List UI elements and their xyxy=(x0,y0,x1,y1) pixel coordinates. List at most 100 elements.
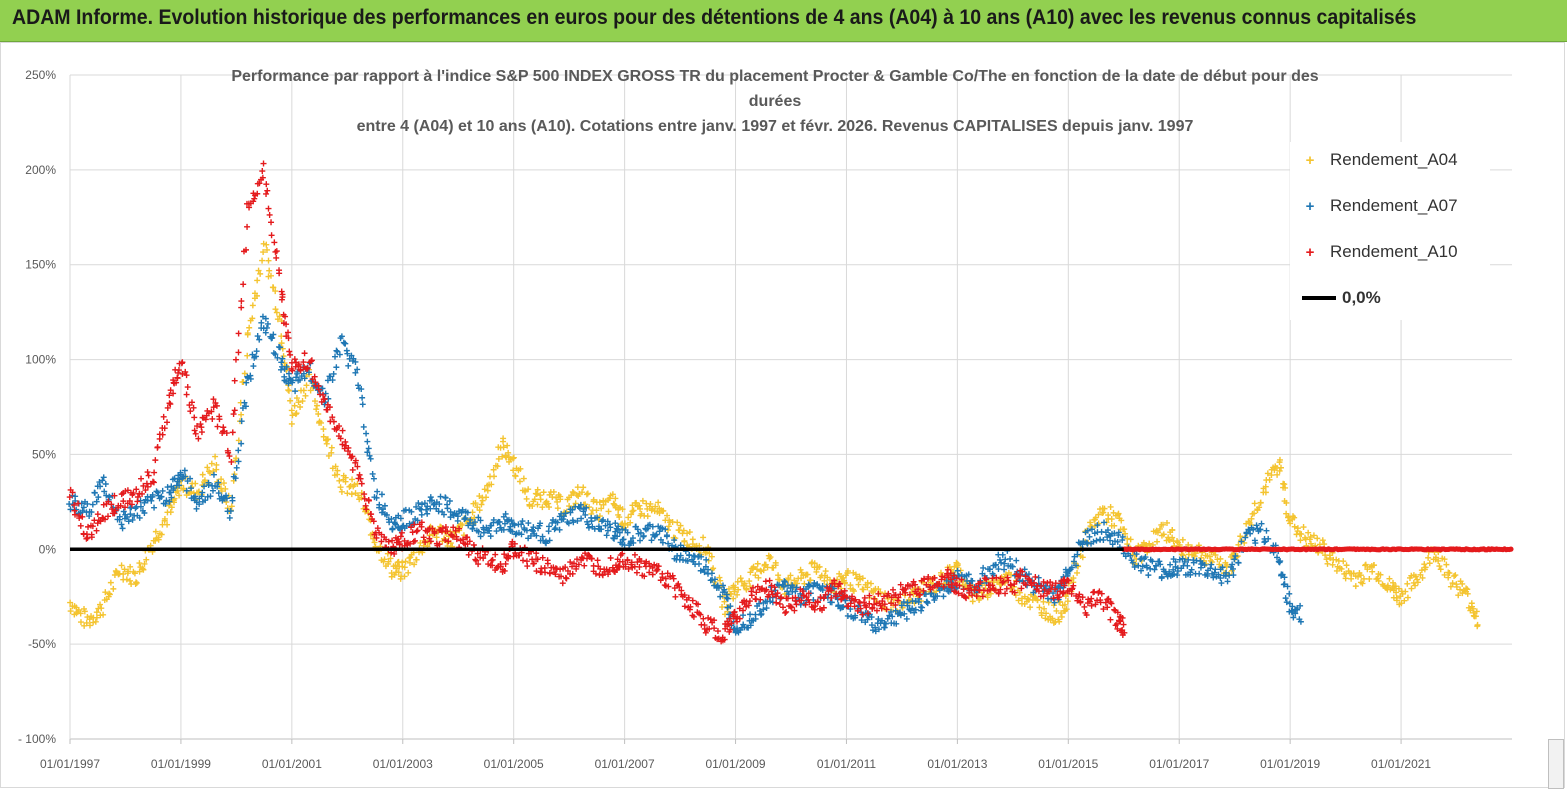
data-point xyxy=(486,527,493,534)
data-point xyxy=(137,497,144,504)
data-point xyxy=(760,567,767,574)
data-point xyxy=(1253,522,1260,529)
data-point xyxy=(278,340,285,347)
data-point xyxy=(530,560,537,567)
data-point xyxy=(665,527,672,534)
data-point xyxy=(1472,613,1479,620)
data-point xyxy=(546,570,553,577)
data-point xyxy=(232,475,239,482)
data-point xyxy=(173,379,180,386)
y-tick-label: - 100% xyxy=(18,732,56,746)
data-point xyxy=(724,595,731,602)
data-point xyxy=(282,313,289,320)
data-point xyxy=(772,562,779,569)
data-point xyxy=(1208,561,1215,568)
data-point xyxy=(762,578,769,585)
data-point xyxy=(603,532,610,539)
data-point xyxy=(705,566,712,573)
data-point xyxy=(1056,594,1063,601)
data-point xyxy=(1007,555,1014,562)
data-point xyxy=(269,284,276,291)
data-point xyxy=(1059,590,1066,597)
data-point xyxy=(1154,538,1161,545)
data-point xyxy=(1061,601,1068,608)
data-point xyxy=(102,480,109,487)
data-point xyxy=(259,257,266,264)
data-point xyxy=(525,486,532,493)
data-point xyxy=(405,569,412,576)
data-point xyxy=(883,606,890,613)
data-point xyxy=(487,533,494,540)
data-point xyxy=(976,595,983,602)
data-point xyxy=(730,595,737,602)
data-point xyxy=(349,466,356,473)
data-point xyxy=(1145,572,1152,579)
data-point xyxy=(192,480,199,487)
data-point xyxy=(396,541,403,548)
data-point xyxy=(1040,592,1047,599)
data-point xyxy=(875,616,882,623)
data-point xyxy=(67,599,74,606)
data-point xyxy=(562,564,569,571)
data-point xyxy=(243,379,250,386)
data-point xyxy=(1127,552,1134,559)
data-point xyxy=(473,557,480,564)
chart-title-line-2: durées xyxy=(748,93,802,110)
data-point xyxy=(1256,504,1263,511)
data-point xyxy=(893,620,900,627)
data-point xyxy=(1047,579,1054,586)
data-point xyxy=(578,554,585,561)
data-point xyxy=(67,506,74,513)
data-point xyxy=(516,478,523,485)
data-point xyxy=(859,611,866,618)
data-point xyxy=(582,550,589,557)
resize-handle[interactable] xyxy=(1548,739,1564,789)
data-point xyxy=(283,321,290,328)
x-tick-label: 01/01/1999 xyxy=(151,757,211,771)
data-point xyxy=(992,561,999,568)
data-point xyxy=(747,611,754,618)
data-point xyxy=(703,556,710,563)
data-point xyxy=(681,592,688,599)
data-point xyxy=(329,414,336,421)
data-point xyxy=(700,615,707,622)
data-point xyxy=(754,560,761,567)
data-point xyxy=(259,174,266,181)
data-point xyxy=(155,534,162,541)
data-point xyxy=(920,587,927,594)
data-point xyxy=(599,572,606,579)
data-point xyxy=(993,574,1000,581)
data-point xyxy=(215,479,222,486)
data-point xyxy=(76,515,83,522)
data-point xyxy=(1446,570,1453,577)
data-point xyxy=(788,604,795,611)
data-point xyxy=(1083,611,1090,618)
data-point xyxy=(262,329,269,336)
data-point xyxy=(278,296,285,303)
data-point xyxy=(1389,579,1396,586)
data-point xyxy=(1000,578,1007,585)
data-point xyxy=(352,358,359,365)
data-point xyxy=(609,564,616,571)
data-point xyxy=(663,532,670,539)
data-point xyxy=(1404,580,1411,587)
data-point xyxy=(500,526,507,533)
data-point xyxy=(700,534,707,541)
data-point xyxy=(844,612,851,619)
data-point xyxy=(1088,526,1095,533)
data-point xyxy=(1307,540,1314,547)
chart-title-line-3: entre 4 (A04) et 10 ans (A10). Cotations… xyxy=(356,118,1194,135)
data-point xyxy=(246,324,253,331)
data-point xyxy=(958,576,965,583)
data-point xyxy=(111,510,118,517)
series-rendement-a07 xyxy=(66,313,1304,636)
data-point xyxy=(1251,510,1258,517)
data-point xyxy=(512,531,519,538)
data-point xyxy=(94,511,101,518)
data-point xyxy=(1252,540,1259,547)
data-point xyxy=(753,589,760,596)
data-point xyxy=(739,607,746,614)
data-point xyxy=(660,507,667,514)
data-point xyxy=(214,423,221,430)
